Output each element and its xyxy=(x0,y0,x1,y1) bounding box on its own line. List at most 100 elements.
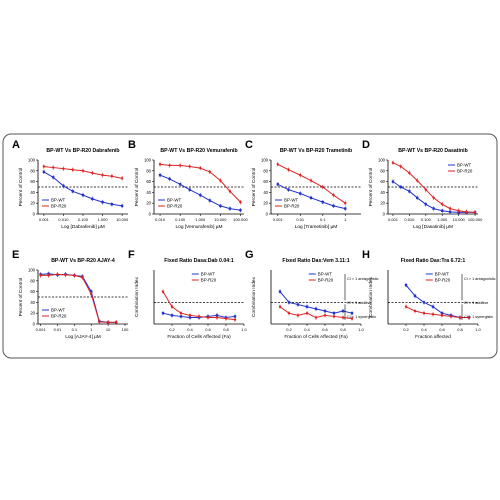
x-tick-label: 1.000 xyxy=(98,217,109,222)
x-axis-label: Fraction of Cells Affected (Fa) xyxy=(284,334,348,340)
data-point-r20 xyxy=(309,179,313,182)
panel-letter: A xyxy=(12,139,20,151)
x-tick-label: 1.0 xyxy=(475,327,481,332)
panel-title: BP-WT Vs BP-R20 Vemurafenib xyxy=(160,148,237,154)
data-point-r20 xyxy=(101,173,104,177)
y-tick-label: 20 xyxy=(380,201,385,206)
data-point-wt xyxy=(161,312,165,315)
x-tick-label: 0.010 xyxy=(155,217,166,222)
data-point-wt xyxy=(399,185,402,189)
data-point-wt xyxy=(91,197,94,201)
panel-h: H Fixed Ratio Das:Tra 6.72:1 0.2 0.4 0.6 0.8 1… xyxy=(362,249,496,340)
ci-antagonistic-label: CI > 1 antagonistic xyxy=(464,277,496,281)
series-line-r20 xyxy=(405,306,469,319)
x-tick-label: 1.0 xyxy=(358,327,364,332)
legend-label-bp-wt: BP-WT xyxy=(167,198,181,203)
x-tick-label: 0.010 xyxy=(58,217,69,222)
y-axis-label: Percent of Control xyxy=(18,168,24,207)
x-tick-label: 0.4 xyxy=(304,327,310,332)
series-line-wt xyxy=(405,284,469,319)
data-point-wt xyxy=(287,301,291,304)
data-point-wt xyxy=(321,200,324,204)
y-tick-label: 80 xyxy=(263,168,268,173)
data-point-wt xyxy=(276,183,279,186)
data-point-r20 xyxy=(219,179,222,182)
y-tick-label: 40 xyxy=(30,300,35,305)
y-tick-label: 100 xyxy=(261,158,269,163)
y-tick-label: 40 xyxy=(380,190,385,195)
data-point-r20 xyxy=(299,173,302,177)
data-point-r20 xyxy=(42,165,46,168)
data-point-wt xyxy=(422,301,426,304)
x-tick-label: 0.001 xyxy=(36,327,47,332)
y-tick-label: 40 xyxy=(146,190,151,195)
panel-letter: D xyxy=(362,139,370,151)
y-tick-label: 0 xyxy=(266,212,269,217)
data-point-wt xyxy=(188,188,191,191)
data-point-r20 xyxy=(199,166,202,170)
x-tick-label: 10.000 xyxy=(214,217,227,222)
panel-g: G Fixed Ratio Das:Vem 3.11:1 0.2 0.4 0.6 0.8 1… xyxy=(245,249,379,340)
x-tick-label: 0.01 xyxy=(296,217,305,222)
x-tick-label: 1 xyxy=(90,327,93,332)
data-point-wt xyxy=(448,210,452,214)
x-tick-label: 0.6 xyxy=(205,327,211,332)
legend-label-bp-r20: BP-R20 xyxy=(435,278,451,283)
data-point-r20 xyxy=(206,316,210,319)
y-tick-label: 0 xyxy=(383,212,386,217)
x-tick-label: 0.2 xyxy=(403,327,409,332)
data-point-wt xyxy=(424,203,428,206)
panel-d: D BP-WT Vs BP-R20 Dasatinib 0 20 40 60 80 100 0.… xyxy=(362,139,483,230)
data-point-r20 xyxy=(239,200,242,204)
data-point-wt xyxy=(52,176,55,179)
x-tick-label: 0.1 xyxy=(72,327,78,332)
y-axis-label: Combination Index xyxy=(368,276,374,317)
data-point-r20 xyxy=(457,209,460,212)
data-point-wt xyxy=(350,312,354,315)
data-point-wt xyxy=(332,204,335,208)
legend-label-bp-wt: BP-WT xyxy=(201,272,215,277)
legend-label-bp-wt: BP-WT xyxy=(284,198,298,203)
legend-label-bp-r20: BP-R20 xyxy=(457,169,473,174)
data-point-wt xyxy=(278,290,282,293)
data-point-r20 xyxy=(106,321,110,324)
data-point-wt xyxy=(90,290,93,293)
data-point-r20 xyxy=(91,171,94,175)
panel-c: C BP-WT Vs BP-R20 Trametinib 0 20 40 60 80 100 0… xyxy=(245,139,361,230)
data-point-wt xyxy=(408,190,411,193)
y-tick-label: 60 xyxy=(263,179,268,184)
y-axis-label: Combination Index xyxy=(251,276,257,317)
data-point-wt xyxy=(199,193,202,197)
data-point-wt xyxy=(431,305,435,308)
data-point-wt xyxy=(62,184,65,188)
data-point-wt xyxy=(219,204,222,208)
data-point-r20 xyxy=(449,315,453,318)
data-point-r20 xyxy=(233,318,237,321)
x-tick-label: 0.8 xyxy=(457,327,463,332)
y-axis-label: Percent of Control xyxy=(368,168,374,207)
y-axis-label: Combination Index xyxy=(134,276,140,317)
data-point-r20 xyxy=(39,274,42,277)
ci-synergistic-label: CI < 1 synergistic xyxy=(464,315,493,319)
data-point-r20 xyxy=(440,314,444,317)
data-point-wt xyxy=(228,207,232,210)
data-point-r20 xyxy=(52,166,55,169)
x-tick-label: 10.000 xyxy=(116,217,129,222)
data-point-r20 xyxy=(81,169,85,172)
x-tick-label: 0.6 xyxy=(439,327,445,332)
data-point-r20 xyxy=(73,274,76,277)
data-point-wt xyxy=(178,183,182,186)
data-point-r20 xyxy=(441,203,444,206)
data-point-wt xyxy=(239,209,242,212)
data-point-wt xyxy=(432,207,435,210)
x-tick-label: 0.100 xyxy=(78,217,89,222)
y-tick-label: 0 xyxy=(149,212,152,217)
x-tick-label: 1.000 xyxy=(437,217,448,222)
x-axis-label: Log [Dabrafenib] µM xyxy=(61,224,105,230)
data-point-r20 xyxy=(188,314,192,317)
panel-letter: C xyxy=(245,139,253,151)
legend-label-bp-wt: BP-WT xyxy=(457,163,471,168)
panel-title: BP-WT Vs BP-R20 Trametinib xyxy=(280,148,352,154)
data-point-wt xyxy=(299,192,302,195)
